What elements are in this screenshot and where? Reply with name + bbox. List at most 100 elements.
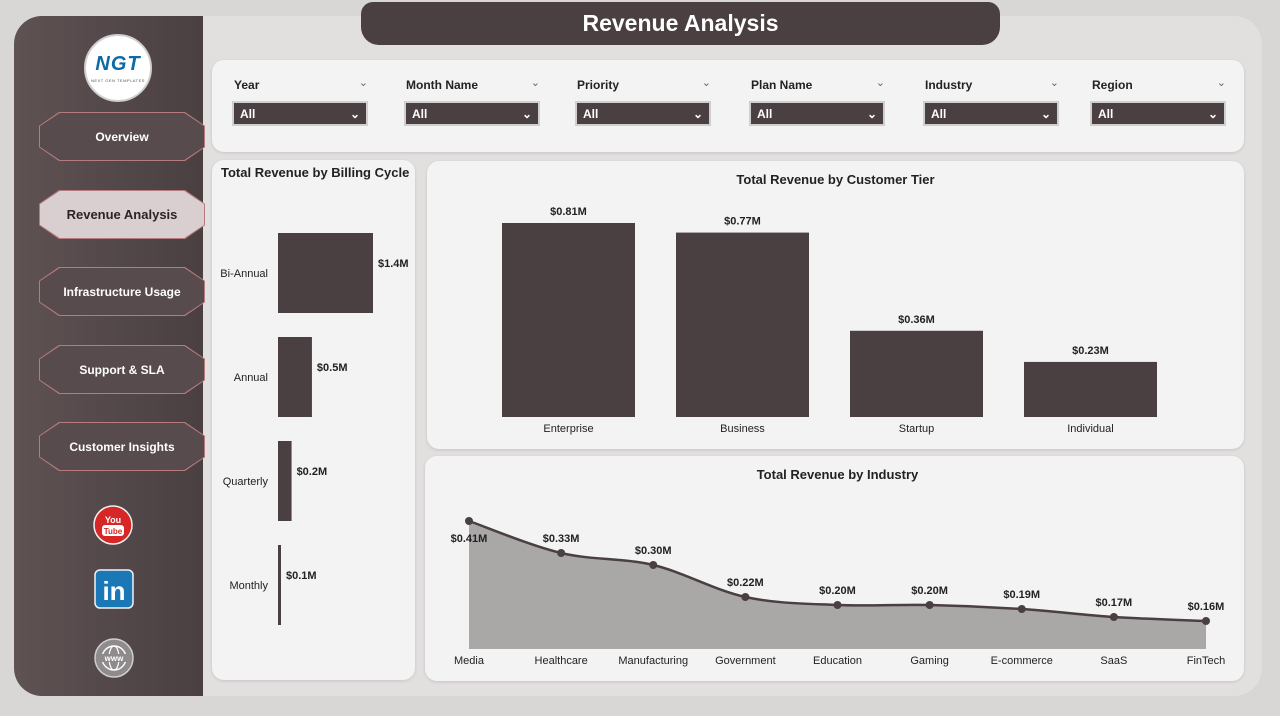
chart-title: Total Revenue by Customer Tier xyxy=(736,172,935,187)
category-label: Annual xyxy=(234,372,268,384)
dropdown-value: All xyxy=(757,106,773,121)
chevron-down-icon[interactable]: ⌄ xyxy=(1216,77,1226,89)
filter-year: Year ⌄ All ⌄ xyxy=(232,77,368,126)
bar xyxy=(278,233,373,313)
chevron-down-icon: ⌄ xyxy=(692,106,703,121)
data-label: $0.41M xyxy=(451,533,488,545)
customer-tier-chart: $0.81M Enterprise $0.77M Business $0.36M Star… xyxy=(502,206,1157,435)
chevron-down-icon[interactable]: ⌄ xyxy=(875,77,885,89)
filter-label: Month Name xyxy=(406,78,478,92)
category-label: Bi-Annual xyxy=(220,268,268,280)
industry-dropdown[interactable]: All ⌄ xyxy=(923,101,1059,126)
plan-name-dropdown[interactable]: All ⌄ xyxy=(749,101,885,126)
priority-dropdown[interactable]: All ⌄ xyxy=(575,101,711,126)
bar xyxy=(1024,361,1157,417)
year-dropdown[interactable]: All ⌄ xyxy=(232,101,368,126)
data-label: $0.36M xyxy=(898,314,935,326)
chevron-down-icon: ⌄ xyxy=(521,106,532,121)
svg-text:Tube: Tube xyxy=(104,527,123,536)
sidebar: NGT NEXT GEN TEMPLATES Overview Revenue … xyxy=(14,16,205,696)
data-label: $0.30M xyxy=(635,545,672,557)
region-dropdown[interactable]: All ⌄ xyxy=(1090,101,1226,126)
chevron-down-icon: ⌄ xyxy=(349,106,360,121)
industry-chart: $0.41M Media $0.33M Healthcare $0.30M Manufac… xyxy=(451,517,1225,667)
nav-label: Customer Insights xyxy=(69,439,175,454)
bar xyxy=(502,223,635,417)
data-label: $0.81M xyxy=(550,206,587,218)
linkedin-icon[interactable]: in xyxy=(94,569,134,609)
data-label: $0.16M xyxy=(1188,601,1225,613)
billing-cycle-chart-panel: Total Revenue by Billing Cycle Bi-Annual… xyxy=(212,160,415,680)
data-label: $0.20M xyxy=(911,585,948,597)
data-label: $0.5M xyxy=(317,362,348,374)
data-point xyxy=(833,601,842,609)
data-point xyxy=(925,601,934,609)
customer-tier-chart-panel: Total Revenue by Customer Tier $0.81M Ent… xyxy=(427,161,1244,449)
filter-industry: Industry ⌄ All ⌄ xyxy=(923,77,1059,126)
data-point xyxy=(465,517,473,525)
filter-label: Plan Name xyxy=(751,78,813,92)
industry-chart-panel: Total Revenue by Industry $0.41M Media $0.… xyxy=(425,456,1244,681)
category-label: Individual xyxy=(1067,423,1113,435)
data-label: $0.20M xyxy=(819,585,856,597)
youtube-icon[interactable]: You Tube xyxy=(93,505,133,545)
category-label: SaaS xyxy=(1100,655,1127,667)
svg-text:You: You xyxy=(105,515,121,525)
category-label: Gaming xyxy=(910,655,949,667)
chart-title: Total Revenue by Billing Cycle xyxy=(221,165,410,180)
month-name-dropdown[interactable]: All ⌄ xyxy=(404,101,540,126)
filter-panel: Year ⌄ All ⌄ Month Name ⌄ All ⌄ Priority ⌄ Al… xyxy=(212,60,1244,152)
logo-subtext: NEXT GEN TEMPLATES xyxy=(91,78,145,83)
nav-support-sla-button[interactable]: Support & SLA xyxy=(39,345,205,394)
bar xyxy=(278,545,281,625)
category-label: Quarterly xyxy=(223,476,269,488)
chevron-down-icon[interactable]: ⌄ xyxy=(358,77,368,89)
bar xyxy=(850,330,983,417)
data-point xyxy=(1202,617,1210,625)
chevron-down-icon[interactable]: ⌄ xyxy=(530,77,540,89)
filter-label: Year xyxy=(234,78,260,92)
filter-plan-name: Plan Name ⌄ All ⌄ xyxy=(749,77,885,126)
data-label: $0.77M xyxy=(724,216,761,228)
billing-cycle-chart: Bi-Annual $1.4M Annual $0.5M Quarterly $0.2M M… xyxy=(220,233,409,625)
data-label: $0.33M xyxy=(543,533,580,545)
category-label: Enterprise xyxy=(543,423,593,435)
data-label: $0.17M xyxy=(1096,597,1133,609)
category-label: E-commerce xyxy=(991,655,1053,667)
nav-revenue-analysis-button[interactable]: Revenue Analysis xyxy=(39,190,205,239)
data-point xyxy=(1109,613,1118,621)
nav-label: Overview xyxy=(95,129,149,144)
category-label: Healthcare xyxy=(535,655,588,667)
category-label: Government xyxy=(715,655,776,667)
filter-label: Region xyxy=(1092,78,1133,92)
globe-icon[interactable]: www xyxy=(94,638,134,678)
data-label: $0.1M xyxy=(286,570,317,582)
category-label: Startup xyxy=(899,423,934,435)
filter-month-name: Month Name ⌄ All ⌄ xyxy=(404,77,540,126)
page-title: Revenue Analysis xyxy=(361,2,1000,45)
data-label: $0.19M xyxy=(1003,589,1040,601)
bar xyxy=(676,232,809,417)
data-label: $0.2M xyxy=(297,466,328,478)
data-point xyxy=(649,561,658,569)
filter-priority: Priority ⌄ All ⌄ xyxy=(575,77,711,126)
bar xyxy=(278,337,312,417)
nav-overview-button[interactable]: Overview xyxy=(39,112,205,161)
chevron-down-icon[interactable]: ⌄ xyxy=(1049,77,1059,89)
category-label: Media xyxy=(454,655,485,667)
data-label: $1.4M xyxy=(378,258,409,270)
chevron-down-icon[interactable]: ⌄ xyxy=(701,77,711,89)
company-logo[interactable]: NGT NEXT GEN TEMPLATES xyxy=(84,34,152,102)
nav-customer-insights-button[interactable]: Customer Insights xyxy=(39,422,205,471)
chart-title: Total Revenue by Industry xyxy=(756,467,919,482)
data-point xyxy=(1017,605,1026,613)
dropdown-value: All xyxy=(412,106,428,121)
nav-infrastructure-usage-button[interactable]: Infrastructure Usage xyxy=(39,267,205,316)
filter-region: Region ⌄ All ⌄ xyxy=(1090,77,1226,126)
dropdown-value: All xyxy=(240,106,256,121)
bar xyxy=(278,441,292,521)
chevron-down-icon: ⌄ xyxy=(866,106,877,121)
svg-text:www: www xyxy=(104,654,124,663)
dropdown-value: All xyxy=(931,106,947,121)
nav-label: Revenue Analysis xyxy=(66,207,178,222)
